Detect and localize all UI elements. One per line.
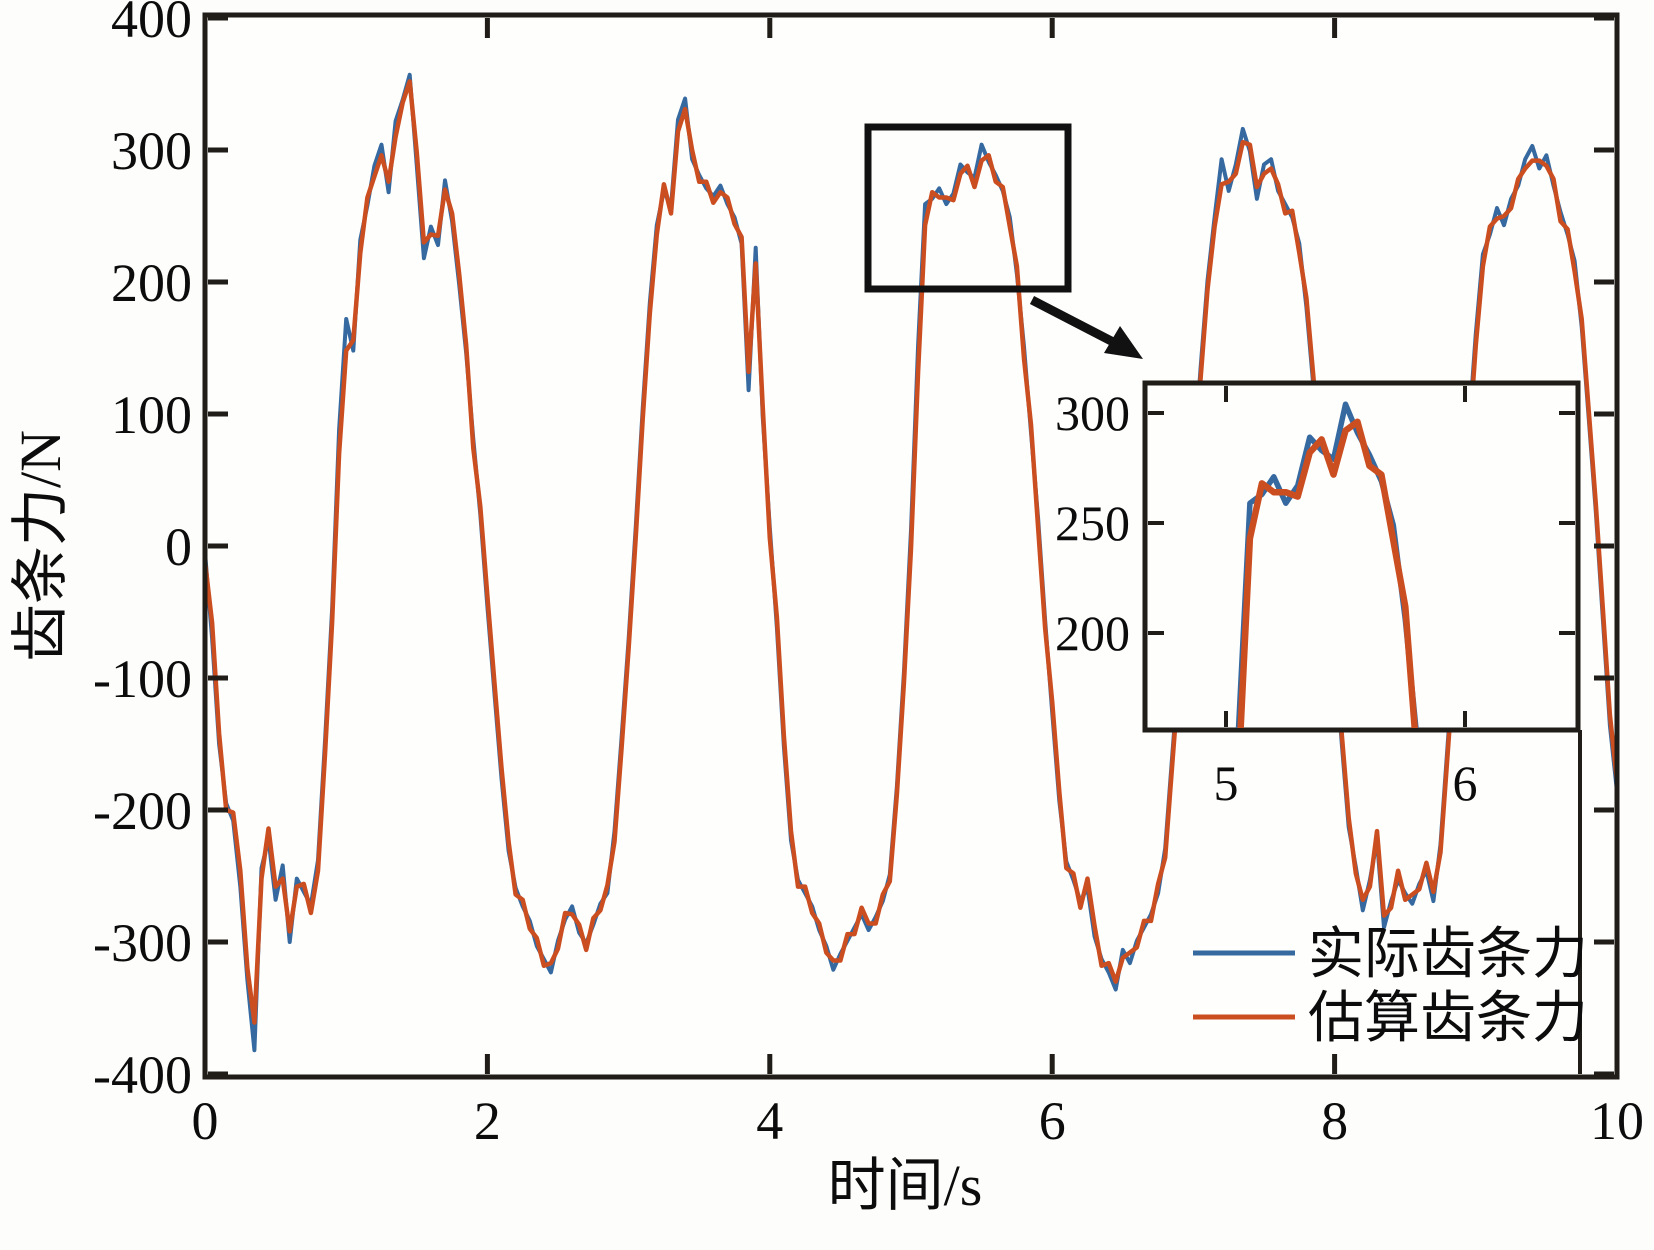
- legend-label-estimated: 估算齿条力: [1308, 988, 1588, 1050]
- y-tick-label: -200: [93, 781, 192, 841]
- inset-y-tick-label: 200: [1055, 605, 1130, 661]
- estimated-series-line: [207, 79, 1615, 1025]
- x-tick-label: 4: [756, 1091, 783, 1151]
- x-axis-label: 时间/s: [828, 1153, 983, 1218]
- inset-x-tick-label: 6: [1453, 755, 1478, 811]
- zoom-arrow-icon: [1029, 296, 1143, 359]
- x-axis-ticks: 0 2 4 6 8 10: [192, 18, 1644, 1151]
- inset-x-tick-label: 5: [1214, 755, 1239, 811]
- x-tick-label: 2: [474, 1091, 501, 1151]
- y-tick-label: -300: [93, 913, 192, 973]
- axes-box: [202, 12, 1620, 1080]
- y-tick-label: -400: [93, 1045, 192, 1105]
- y-tick-label: 300: [111, 121, 192, 181]
- y-tick-label: 400: [111, 0, 192, 49]
- x-tick-label: 8: [1321, 1091, 1348, 1151]
- y-axis-label: 齿条力/N: [8, 430, 73, 662]
- y-axis-ticks: 400 300 200 100 0 -100 -200 -300 -400: [93, 0, 1614, 1105]
- x-tick-label: 0: [192, 1091, 219, 1151]
- y-tick-label: 200: [111, 253, 192, 313]
- y-tick-label: 0: [165, 517, 192, 577]
- y-tick-label: 100: [111, 385, 192, 445]
- legend: 实际齿条力 估算齿条力: [1193, 924, 1588, 1050]
- x-tick-label: 10: [1590, 1091, 1644, 1151]
- inset-ticks: 300 250 200 5 6: [1055, 385, 1575, 811]
- y-tick-label: -100: [93, 649, 192, 709]
- zoom-source-rectangle: [864, 123, 1072, 293]
- x-tick-label: 6: [1039, 1091, 1066, 1151]
- inset-y-tick-label: 300: [1055, 385, 1130, 441]
- main-series-group: [207, 72, 1615, 1053]
- inset-y-tick-label: 250: [1055, 495, 1130, 551]
- legend-label-actual: 实际齿条力: [1308, 924, 1588, 986]
